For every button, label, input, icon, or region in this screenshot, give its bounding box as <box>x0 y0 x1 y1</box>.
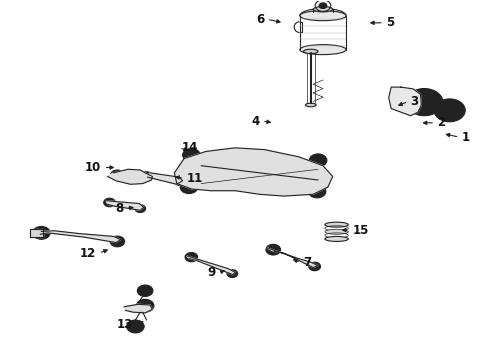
Circle shape <box>419 106 422 108</box>
Circle shape <box>110 236 124 247</box>
Ellipse shape <box>305 103 316 107</box>
Polygon shape <box>174 148 333 196</box>
Polygon shape <box>389 87 421 116</box>
Text: 8: 8 <box>115 202 123 215</box>
Ellipse shape <box>325 237 348 242</box>
Text: 15: 15 <box>352 224 368 237</box>
Circle shape <box>111 170 124 180</box>
Circle shape <box>183 149 200 161</box>
Circle shape <box>185 252 198 262</box>
Polygon shape <box>267 248 318 267</box>
Circle shape <box>427 96 430 98</box>
Ellipse shape <box>313 6 333 12</box>
Ellipse shape <box>240 162 270 176</box>
Polygon shape <box>187 256 235 275</box>
Text: 13: 13 <box>117 318 133 331</box>
Polygon shape <box>147 173 183 184</box>
Circle shape <box>140 172 153 181</box>
Text: 6: 6 <box>256 13 265 26</box>
Circle shape <box>266 244 281 255</box>
Circle shape <box>137 285 153 296</box>
Circle shape <box>434 99 465 122</box>
Circle shape <box>319 3 327 9</box>
Polygon shape <box>106 201 144 210</box>
Ellipse shape <box>325 222 348 227</box>
Text: 10: 10 <box>85 161 101 174</box>
Circle shape <box>412 93 437 111</box>
Circle shape <box>135 204 146 212</box>
Text: 11: 11 <box>187 172 203 185</box>
Circle shape <box>309 154 327 167</box>
Text: 12: 12 <box>80 247 97 260</box>
Circle shape <box>440 103 460 117</box>
Circle shape <box>173 176 186 185</box>
Circle shape <box>136 299 154 312</box>
Circle shape <box>32 226 50 239</box>
Circle shape <box>309 262 320 271</box>
Circle shape <box>427 106 430 108</box>
Polygon shape <box>40 231 121 243</box>
Circle shape <box>415 101 418 103</box>
Ellipse shape <box>300 11 346 21</box>
Text: 2: 2 <box>438 116 445 129</box>
Ellipse shape <box>300 45 346 55</box>
Polygon shape <box>108 169 152 184</box>
Circle shape <box>104 198 116 207</box>
Circle shape <box>227 270 238 278</box>
Ellipse shape <box>303 49 318 54</box>
Circle shape <box>308 185 326 198</box>
Circle shape <box>419 96 422 98</box>
Circle shape <box>431 101 434 103</box>
Text: 14: 14 <box>182 141 198 154</box>
Polygon shape <box>30 229 43 237</box>
Circle shape <box>126 320 144 333</box>
Text: 1: 1 <box>462 131 470 144</box>
Polygon shape <box>124 304 152 313</box>
Text: 7: 7 <box>303 256 312 269</box>
Text: 9: 9 <box>208 266 216 279</box>
Text: 5: 5 <box>386 16 394 29</box>
Ellipse shape <box>325 229 348 234</box>
Text: 4: 4 <box>251 114 260 127</box>
Circle shape <box>180 181 198 194</box>
Circle shape <box>406 89 443 116</box>
Text: 3: 3 <box>411 95 419 108</box>
